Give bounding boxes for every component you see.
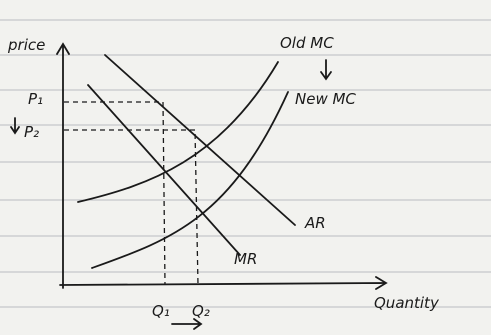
diagram: price Quantity P₁ P₂ Q₁ Q₂ Old MC New MC…: [0, 0, 491, 335]
curve-label: Old MC: [280, 34, 334, 52]
x-axis: [60, 277, 386, 289]
shift-arrow: [321, 60, 331, 79]
quantity-label: Q₁: [152, 302, 170, 320]
quantity-arrow: [172, 319, 201, 329]
y-axis-label: price: [7, 36, 45, 54]
old-mc-curve: [78, 62, 278, 202]
curve-label: AR: [304, 214, 326, 232]
y-axis: [57, 44, 69, 288]
curve-label: MR: [234, 250, 257, 268]
quantity-label: Q₂: [192, 302, 210, 320]
curve-label: New MC: [295, 90, 356, 108]
new-mc-curve: [92, 92, 288, 268]
price-label: P₂: [24, 123, 39, 141]
price-label: P₁: [28, 90, 43, 108]
p2-guide: [64, 130, 198, 285]
x-axis-label: Quantity: [374, 294, 440, 312]
